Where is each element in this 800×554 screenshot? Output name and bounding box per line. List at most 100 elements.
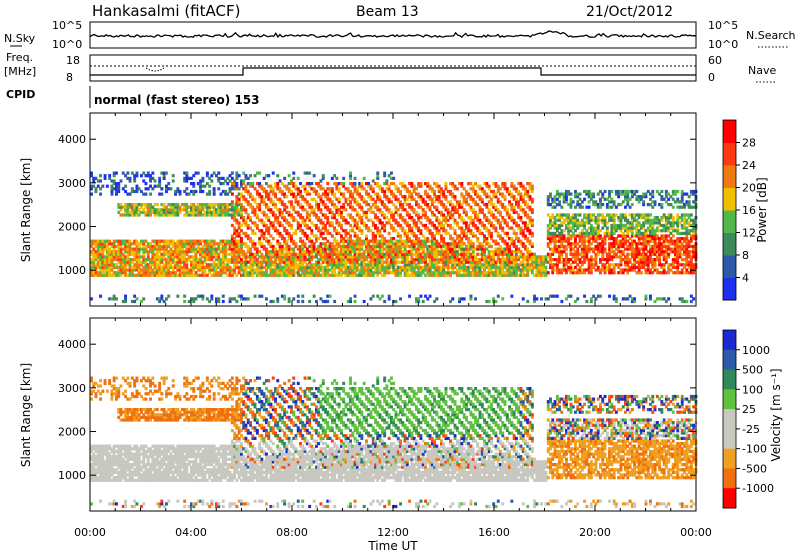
power-cell [165, 171, 168, 175]
power-cell [490, 200, 493, 204]
power-cell [483, 239, 486, 243]
power-cell [115, 255, 118, 259]
power-cell [342, 205, 346, 209]
power-cell [524, 226, 527, 230]
power-cell [424, 237, 427, 241]
power-cell [474, 192, 477, 196]
power-cell [283, 255, 287, 259]
power-cell [287, 231, 291, 235]
power-cell [478, 187, 482, 191]
power-cell [235, 200, 239, 204]
power-cell [610, 218, 614, 222]
power-cell [385, 263, 389, 267]
power-cell [578, 205, 582, 209]
power-cell [315, 247, 318, 251]
power-cell [426, 297, 430, 301]
power-cell [326, 187, 330, 191]
power-cell [492, 189, 496, 194]
power-cell [328, 258, 332, 262]
power-cell [317, 226, 321, 230]
power-cell [467, 247, 471, 251]
power-cell [290, 252, 293, 256]
power-cell [208, 203, 212, 207]
power-cell [515, 200, 518, 204]
power-cell [183, 213, 187, 217]
power-cell [492, 205, 496, 209]
power-cell [103, 176, 107, 180]
power-cell [410, 244, 414, 249]
power-cell [401, 203, 405, 207]
power-cell [226, 247, 230, 251]
power-cell [205, 247, 209, 251]
power-cell [378, 200, 382, 204]
power-cell [505, 258, 509, 262]
power-cell [467, 192, 471, 196]
power-cell [599, 200, 602, 204]
power-cell [192, 273, 196, 277]
power-cell [196, 210, 200, 214]
power-cell [603, 234, 607, 238]
power-cell [344, 255, 348, 259]
power-cell [319, 229, 323, 233]
power-cell [305, 258, 309, 262]
power-cell [215, 299, 218, 304]
power-cell [205, 265, 209, 269]
power-cell [126, 176, 130, 180]
power-cell [315, 271, 318, 275]
power-cell [115, 189, 118, 194]
power-cell [567, 234, 571, 238]
power-cell [378, 229, 382, 233]
power-cell [180, 203, 184, 207]
power-cell [417, 216, 421, 220]
power-cell [233, 268, 237, 272]
power-cell [121, 213, 125, 217]
power-cell [496, 247, 500, 251]
power-cell [230, 234, 234, 238]
power-cell [303, 187, 307, 191]
power-cell [128, 213, 132, 217]
power-cell [215, 213, 218, 217]
power-cell [242, 218, 246, 222]
power-cell [574, 189, 577, 194]
power-cell [565, 192, 568, 196]
power-cell [580, 221, 584, 225]
power-cell [158, 260, 162, 264]
power-cell [610, 271, 614, 275]
power-cell [487, 244, 491, 249]
power-cell [221, 268, 225, 272]
power-cell [165, 263, 168, 267]
power-cell [130, 205, 134, 209]
power-cell [346, 203, 350, 207]
power-cell [192, 182, 196, 186]
power-cell [310, 263, 314, 267]
power-cell [326, 216, 330, 220]
power-cell [283, 294, 287, 298]
power-cell [192, 189, 196, 194]
power-cell [265, 213, 268, 217]
power-cell [283, 205, 287, 209]
power-cell [183, 244, 187, 249]
power-cell [560, 216, 564, 220]
power-cell [121, 271, 125, 275]
power-cell [335, 265, 339, 269]
power-cell [262, 221, 266, 225]
power-cell [319, 200, 323, 204]
power-cell [321, 176, 325, 180]
power-cell [578, 192, 582, 196]
power-cell [392, 213, 396, 217]
power-cell [167, 263, 171, 267]
power-cell [237, 242, 241, 246]
power-cell [303, 208, 307, 212]
power-cell [226, 182, 230, 186]
power-cell [524, 210, 527, 214]
power-cell [235, 244, 239, 249]
power-cell [535, 255, 539, 259]
power-cell [483, 234, 486, 238]
power-cell [421, 234, 425, 238]
power-cell [401, 184, 405, 188]
power-cell [319, 250, 323, 254]
power-cell [260, 273, 264, 277]
power-cell [515, 223, 518, 228]
power-cell [503, 263, 507, 267]
power-cell [480, 187, 484, 191]
